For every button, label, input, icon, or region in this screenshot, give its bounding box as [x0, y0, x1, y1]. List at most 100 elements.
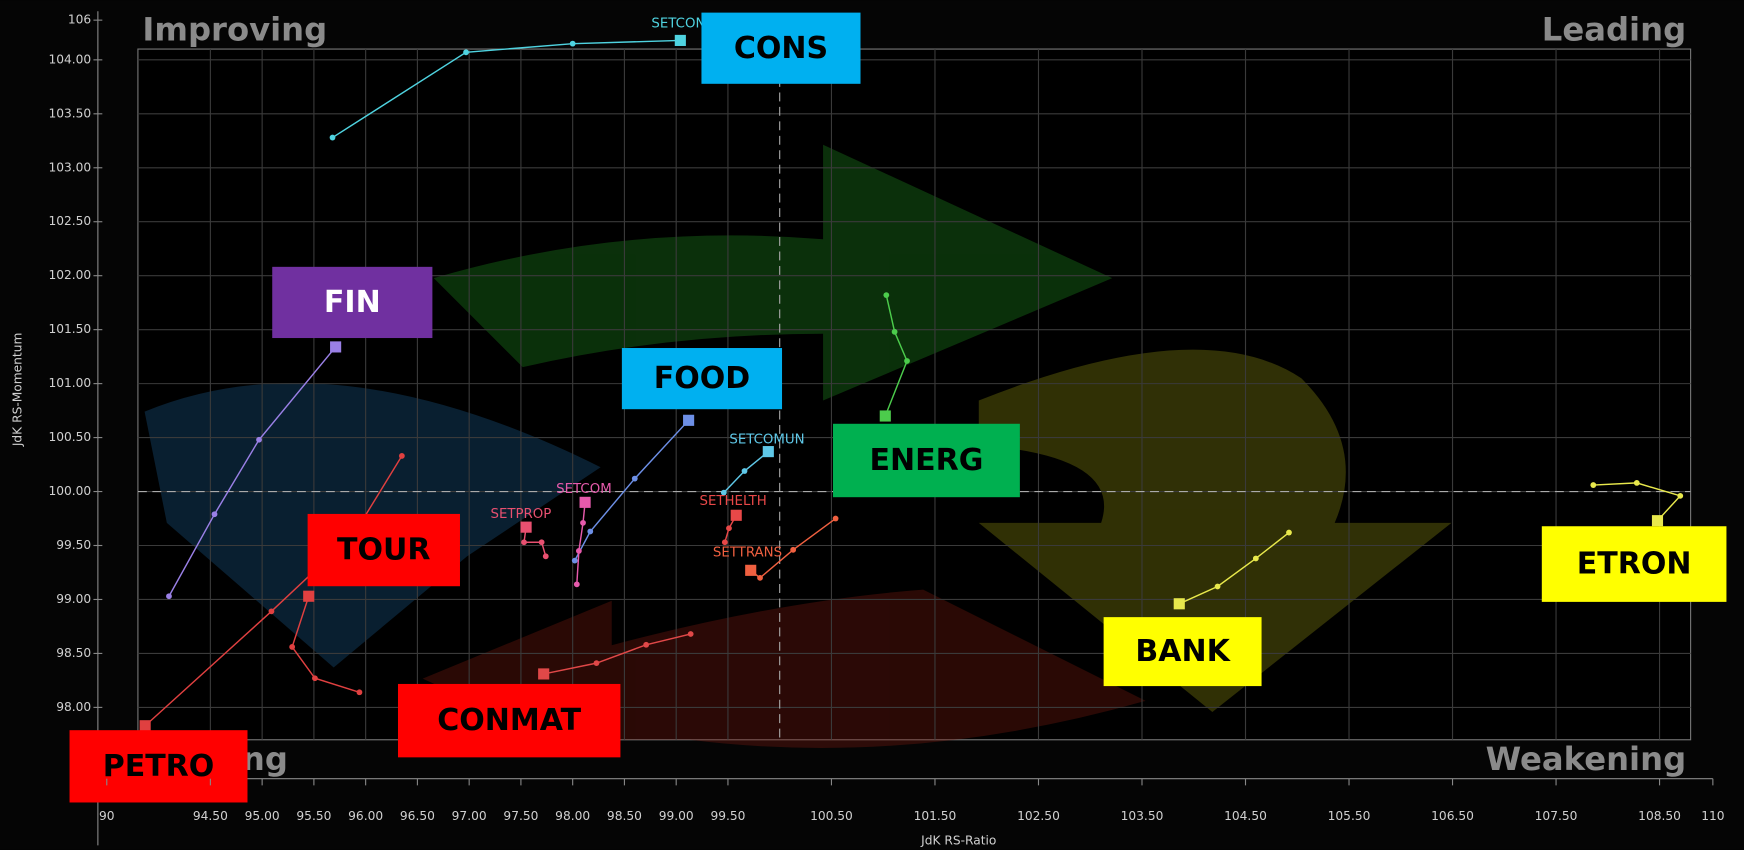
y-tick-label: 103.00	[48, 160, 91, 174]
y-tick-label: 103.50	[48, 106, 91, 120]
trail-marker	[790, 547, 796, 553]
trail-marker	[1677, 493, 1683, 499]
series-tag: SETHELTH	[700, 494, 767, 509]
trail-marker	[722, 539, 728, 545]
trail-marker	[543, 553, 549, 559]
series-tag: SETTRANS	[713, 546, 782, 561]
trail-marker	[757, 575, 763, 581]
trail-marker	[643, 642, 649, 648]
x-tick-label: 101.50	[914, 809, 957, 823]
y-tick-label: 102.00	[48, 268, 91, 282]
trail-marker	[594, 660, 600, 666]
x-tick-label: 95.50	[296, 809, 331, 823]
head-marker	[675, 35, 686, 46]
trail-marker	[399, 453, 405, 459]
trail-marker	[572, 558, 578, 564]
head-marker	[1174, 598, 1185, 609]
trail-marker	[539, 539, 545, 545]
quadrant-label: Weakening	[1486, 740, 1687, 778]
trail-marker	[357, 689, 363, 695]
x-tick-label: 96.00	[348, 809, 383, 823]
head-marker	[521, 522, 532, 533]
y-axis-title: JdK RS-Momentum	[10, 333, 24, 448]
y-tick-label: 99.50	[56, 538, 91, 552]
label-box-text: BANK	[1135, 634, 1231, 669]
trail-marker	[1590, 482, 1596, 488]
series-tag: SETPROP	[491, 507, 552, 522]
trail-marker	[289, 644, 295, 650]
trail-marker	[166, 593, 172, 599]
label-box-text: FIN	[324, 285, 381, 320]
trail-marker	[463, 49, 469, 55]
y-tick-label: 104.00	[48, 52, 91, 66]
trail-marker	[883, 292, 889, 298]
head-marker	[683, 415, 694, 426]
x-tick-label: 99.00	[659, 809, 694, 823]
trail-marker	[330, 135, 336, 141]
label-box-text: ENERG	[869, 443, 983, 478]
x-tick-label: 95.00	[245, 809, 280, 823]
head-marker	[303, 591, 314, 602]
y-tick-label: 99.00	[56, 592, 91, 606]
y-tick-label: 106	[68, 13, 91, 27]
trail-marker	[256, 437, 262, 443]
head-marker	[580, 497, 591, 508]
x-tick-label: 108.50	[1638, 809, 1681, 823]
quadrant-label: Leading	[1542, 10, 1686, 48]
label-box-text: PETRO	[103, 749, 215, 784]
trail-marker	[570, 41, 576, 47]
x-tick-label: 103.50	[1121, 809, 1164, 823]
x-tick-label: 106.50	[1431, 809, 1474, 823]
head-marker	[880, 410, 891, 421]
trail-marker	[521, 539, 527, 545]
trail-marker	[688, 631, 694, 637]
x-tick-label: 96.50	[400, 809, 435, 823]
label-box-text: CONMAT	[437, 703, 581, 738]
x-tick-label: 99.50	[710, 809, 745, 823]
head-marker	[330, 341, 341, 352]
series-tag: SETCOMUN	[729, 432, 804, 447]
trail-marker	[312, 675, 318, 681]
trail-marker	[1215, 584, 1221, 590]
head-marker	[763, 446, 774, 457]
head-marker	[140, 720, 151, 731]
trail-marker	[904, 358, 910, 364]
x-tick-label: 107.50	[1535, 809, 1578, 823]
trail-marker	[742, 468, 748, 474]
x-tick-label: 100.50	[810, 809, 853, 823]
chart: SETCONSETCOMUNSETCOMSETPROPSETHELTHSETTR…	[0, 0, 1744, 850]
trail-marker	[1253, 556, 1259, 562]
head-marker	[538, 668, 549, 679]
y-tick-label: 98.00	[56, 700, 91, 714]
x-tick-label: 110	[1701, 809, 1724, 823]
trail-marker	[1286, 530, 1292, 536]
series-tag: SETCON	[651, 17, 705, 32]
x-tick-label: 98.00	[555, 809, 590, 823]
trail-marker	[726, 525, 732, 531]
head-marker	[1652, 515, 1663, 526]
x-tick-label: 102.50	[1017, 809, 1060, 823]
trail-marker	[212, 511, 218, 517]
y-tick-label: 101.50	[48, 322, 91, 336]
y-tick-label: 100.00	[48, 484, 91, 498]
x-tick-label: 97.50	[503, 809, 538, 823]
head-marker	[745, 565, 756, 576]
head-marker	[731, 510, 742, 521]
trail-marker	[587, 529, 593, 535]
x-tick-label: 104.50	[1224, 809, 1267, 823]
label-box-text: ETRON	[1577, 547, 1692, 582]
x-axis-title: JdK RS-Ratio	[920, 833, 996, 847]
quadrant-label: Improving	[142, 10, 327, 48]
x-tick-label: 98.50	[607, 809, 642, 823]
trail-marker	[269, 608, 275, 614]
x-tick-label: 97.00	[452, 809, 487, 823]
trail-marker	[632, 476, 638, 482]
trail-marker	[1634, 480, 1640, 486]
y-tick-label: 102.50	[48, 214, 91, 228]
label-box-text: TOUR	[337, 533, 430, 568]
trail-marker	[574, 581, 580, 587]
y-tick-label: 101.00	[48, 376, 91, 390]
trail-marker	[580, 520, 586, 526]
y-tick-label: 98.50	[56, 646, 91, 660]
x-tick-label: 105.50	[1328, 809, 1371, 823]
